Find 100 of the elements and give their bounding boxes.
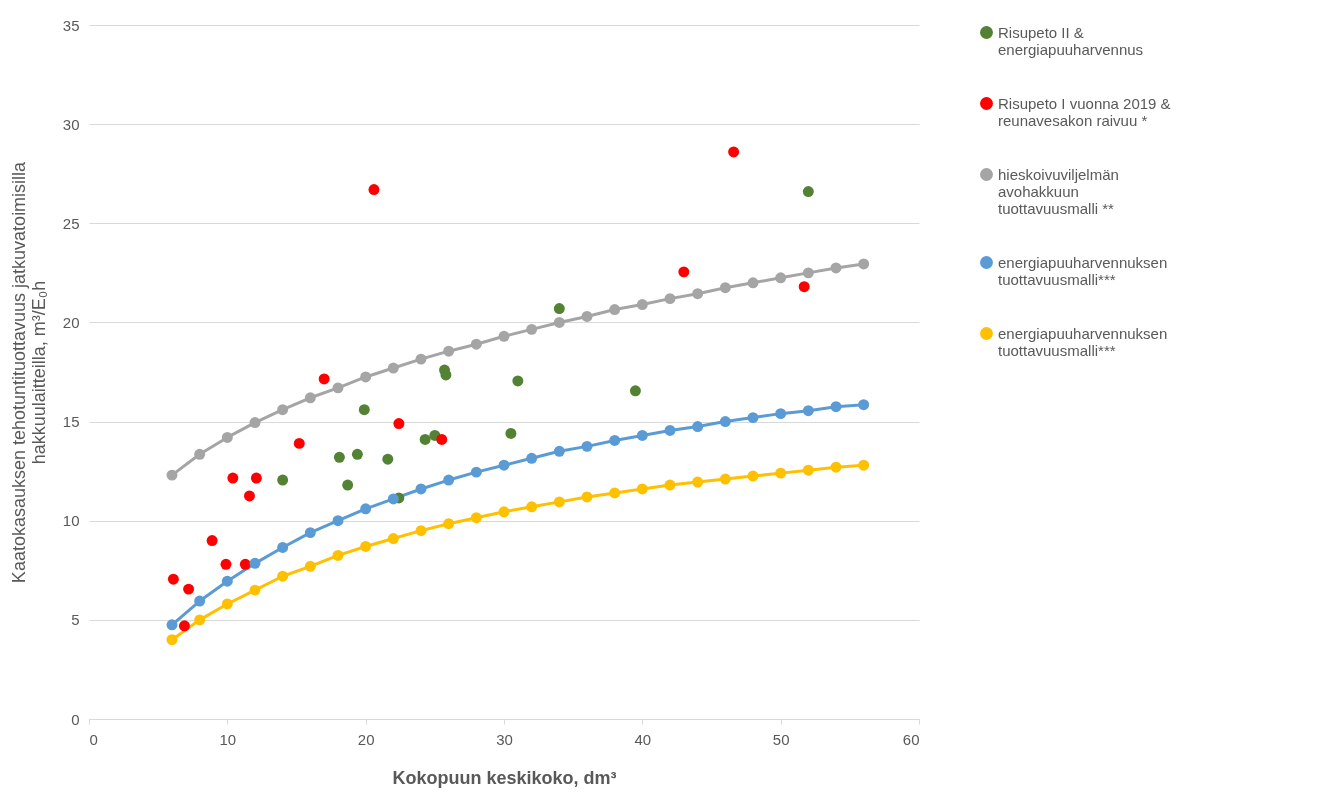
point xyxy=(636,483,648,495)
point xyxy=(775,467,787,479)
point xyxy=(775,408,787,420)
point xyxy=(415,483,427,495)
point xyxy=(553,445,565,457)
legend-label: Risupeto I vuonna 2019 & reunavesakon raivuu * xyxy=(998,94,1171,129)
point xyxy=(304,527,316,539)
point xyxy=(332,549,344,561)
point xyxy=(629,385,641,397)
point xyxy=(415,525,427,537)
point xyxy=(747,470,759,482)
point xyxy=(293,437,305,449)
legend-label: energiapuuharvennuksen tuottavuusmalli*** xyxy=(998,324,1168,359)
legend-label: Risupeto II & energiapuuharvennus xyxy=(998,23,1144,58)
point xyxy=(318,373,330,385)
legend-label: hieskoivuviljelmän avohakkuun tuottavuusmalli ** xyxy=(998,165,1119,217)
x-tick-label: 30 xyxy=(496,730,513,748)
point xyxy=(636,299,648,311)
x-tick-label: 50 xyxy=(772,730,790,748)
point xyxy=(167,573,179,585)
point xyxy=(802,405,814,417)
point xyxy=(221,598,233,610)
y-tick-label: 20 xyxy=(62,313,80,331)
point xyxy=(249,417,261,429)
point xyxy=(243,490,255,502)
point xyxy=(183,583,195,595)
point xyxy=(277,404,289,416)
y-axis-title: Kaatokasauksen tehotuntituottavuus jatkuvatoimisilla hakkuulaitteilla, m³/E₀h xyxy=(8,160,49,584)
point xyxy=(830,262,842,274)
point xyxy=(304,392,316,404)
point xyxy=(858,459,870,471)
point xyxy=(830,461,842,473)
point xyxy=(194,595,206,607)
point xyxy=(368,184,380,196)
point xyxy=(194,614,206,626)
point xyxy=(498,506,510,518)
point xyxy=(360,541,372,552)
point xyxy=(277,542,289,553)
point xyxy=(382,453,394,465)
point xyxy=(206,535,218,547)
point xyxy=(526,452,538,464)
point xyxy=(178,620,190,632)
point xyxy=(526,501,538,513)
point xyxy=(609,304,621,316)
point xyxy=(553,316,565,328)
point xyxy=(664,293,676,305)
point xyxy=(609,487,621,499)
point xyxy=(166,469,178,481)
point xyxy=(415,353,427,365)
point xyxy=(227,472,239,484)
point xyxy=(830,401,842,413)
point xyxy=(358,404,370,416)
point xyxy=(802,464,814,476)
point xyxy=(387,533,399,545)
y-tick-label: 10 xyxy=(62,512,80,530)
point xyxy=(692,476,704,488)
point xyxy=(526,323,538,335)
point xyxy=(719,473,731,485)
point xyxy=(332,515,344,527)
x-tick-label: 20 xyxy=(357,730,375,748)
point xyxy=(443,474,455,486)
point xyxy=(221,575,233,587)
point xyxy=(194,448,206,460)
point xyxy=(505,428,517,439)
point xyxy=(360,371,372,383)
point xyxy=(470,338,482,350)
point xyxy=(664,425,676,436)
point xyxy=(747,412,759,424)
point xyxy=(436,433,448,445)
point xyxy=(719,282,731,294)
point xyxy=(249,584,261,596)
point xyxy=(419,433,431,445)
point xyxy=(581,491,593,503)
point xyxy=(858,399,870,411)
point xyxy=(553,303,565,315)
point xyxy=(798,281,810,293)
point xyxy=(351,448,363,460)
point xyxy=(332,382,344,394)
point xyxy=(387,362,399,374)
point xyxy=(360,503,372,515)
point xyxy=(221,431,233,443)
point xyxy=(747,277,759,289)
point xyxy=(498,330,510,342)
y-tick-label: 15 xyxy=(62,413,80,431)
point xyxy=(166,634,178,646)
x-tick-label: 40 xyxy=(634,730,652,748)
point xyxy=(249,557,261,569)
y-tick-label: 25 xyxy=(62,214,80,232)
point xyxy=(609,434,621,446)
point xyxy=(692,288,704,300)
point xyxy=(342,479,354,491)
point xyxy=(166,619,178,631)
point xyxy=(664,479,676,491)
point xyxy=(443,518,455,530)
y-tick-label: 5 xyxy=(71,611,80,629)
point xyxy=(581,440,593,452)
legend-label: energiapuuharvennuksen tuottavuusmalli*** xyxy=(998,253,1168,288)
point xyxy=(692,421,704,432)
point xyxy=(250,472,262,484)
point xyxy=(678,266,690,278)
